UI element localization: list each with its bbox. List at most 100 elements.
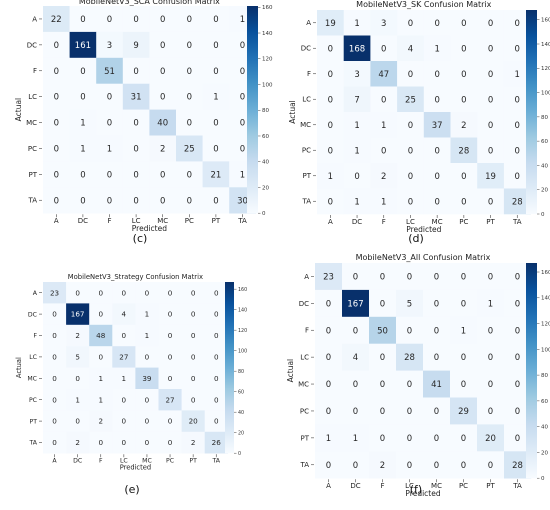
- cell-value-label: 2: [191, 438, 196, 447]
- cell-value-label: 0: [214, 395, 219, 404]
- colorbar-tick-label: 160: [238, 287, 247, 293]
- x-tick-label: F: [382, 218, 386, 226]
- colorbar-tick-label: 0: [238, 451, 241, 457]
- confusion-matrix-panel-4: MobileNetV3_All Confusion Matrix 23 0 0 0 0 0 0…: [286, 253, 550, 498]
- cell-value-label: 0: [214, 331, 219, 340]
- x-tick-label: A: [52, 457, 57, 464]
- cell-value-label: 1: [354, 197, 359, 207]
- cell-value-label: 0: [434, 172, 439, 182]
- cell-value-label: 0: [214, 310, 219, 319]
- matrix-cell: [396, 370, 424, 398]
- cell-value-label: 0: [434, 70, 439, 80]
- y-tick-label: DC: [301, 45, 311, 53]
- matrix-cell: [176, 135, 203, 162]
- colorbar: [526, 263, 537, 479]
- x-tick-label: PT: [486, 218, 495, 226]
- matrix-cell: [135, 346, 159, 368]
- x-tick-label: MC: [432, 218, 443, 226]
- matrix-cell: [122, 6, 150, 33]
- cell-value-label: 0: [191, 395, 196, 404]
- y-tick-label: TA: [301, 198, 311, 206]
- matrix-cell: [343, 86, 371, 113]
- cell-value-label: 0: [80, 67, 85, 77]
- x-tick-label: LC: [406, 218, 415, 226]
- cell-value-label: 0: [214, 352, 219, 361]
- matrix-cell: [317, 112, 344, 138]
- matrix-cell: [66, 282, 90, 304]
- matrix-cell: [43, 57, 70, 84]
- colorbar-tick-label: 40: [541, 425, 548, 431]
- colorbar-tick-label: 100: [262, 82, 273, 88]
- cell-value-label: 0: [488, 44, 493, 54]
- cell-value-label: 0: [168, 288, 173, 297]
- matrix-cell: [149, 135, 177, 162]
- cell-value-label: 2: [75, 438, 80, 447]
- matrix-cell: [450, 61, 478, 87]
- cell-value-label: 0: [515, 434, 520, 444]
- matrix-cell: [369, 316, 397, 344]
- panel-caption: (d): [408, 232, 424, 245]
- matrix-cell: [158, 303, 182, 326]
- matrix-cell: [477, 424, 505, 452]
- y-tick-label: A: [304, 273, 309, 281]
- cell-value-label: 0: [326, 326, 331, 336]
- cell-value-label: 28: [458, 146, 469, 156]
- cell-value-label: 0: [145, 395, 150, 404]
- matrix-cell: [181, 367, 205, 390]
- colorbar-tick-label: 0: [262, 211, 266, 217]
- matrix-cell: [343, 112, 371, 138]
- cell-value-label: 0: [434, 95, 439, 105]
- y-tick-label: MC: [27, 375, 37, 382]
- matrix-cell: [149, 187, 177, 214]
- matrix-cell: [43, 346, 67, 368]
- x-tick-label: MC: [431, 482, 442, 490]
- colorbar-tick-label: 160: [541, 270, 550, 276]
- matrix-cell: [66, 324, 90, 347]
- matrix-cell: [89, 367, 113, 390]
- x-tick-label: DC: [78, 217, 88, 225]
- cell-value-label: 39: [142, 374, 152, 383]
- matrix-cell: [317, 86, 344, 113]
- cell-value-label: 0: [54, 41, 59, 51]
- matrix-cell: [370, 188, 398, 215]
- matrix-cell: [315, 289, 343, 318]
- matrix-cell: [202, 109, 230, 136]
- x-tick-label: F: [107, 217, 111, 225]
- x-tick-label: A: [328, 218, 333, 226]
- colorbar-tick-label: 100: [238, 348, 247, 354]
- cell-value-label: 0: [52, 417, 57, 426]
- matrix-cell: [89, 410, 113, 433]
- matrix-cell: [149, 31, 177, 59]
- cell-value-label: 0: [434, 353, 439, 363]
- x-tick-label: DC: [350, 482, 360, 490]
- matrix-cell: [112, 282, 136, 304]
- matrix-cell: [69, 135, 97, 162]
- y-tick-label: PT: [303, 172, 312, 180]
- cell-value-label: 0: [326, 353, 331, 363]
- matrix-cell: [204, 410, 229, 433]
- cell-value-label: 0: [54, 67, 59, 77]
- cell-value-label: 0: [408, 146, 413, 156]
- matrix-cell: [369, 397, 397, 425]
- x-tick-label: TA: [512, 218, 522, 226]
- x-axis-label: Predicted: [120, 464, 151, 472]
- matrix-cell: [66, 303, 90, 326]
- matrix-cell: [204, 324, 229, 347]
- y-tick-label: F: [307, 70, 311, 78]
- cell-value-label: 0: [515, 407, 520, 417]
- colorbar-tick-label: 120: [238, 328, 247, 334]
- cell-value-label: 0: [353, 461, 358, 471]
- matrix-cell: [176, 31, 203, 59]
- colorbar-tick-label: 0: [541, 212, 545, 218]
- matrix-cell: [342, 343, 370, 371]
- y-axis-label: Actual: [286, 359, 295, 383]
- cell-value-label: 0: [240, 145, 245, 155]
- matrix-cell: [477, 343, 505, 371]
- matrix-cell: [396, 397, 424, 425]
- cell-value-label: 0: [75, 417, 80, 426]
- cell-value-label: 167: [347, 299, 363, 309]
- matrix-cell: [450, 112, 478, 138]
- cell-value-label: 1: [354, 19, 359, 29]
- confusion-matrix-panel-3: MobileNetV3_Strategy Confusion Matrix 23 0…: [15, 273, 247, 496]
